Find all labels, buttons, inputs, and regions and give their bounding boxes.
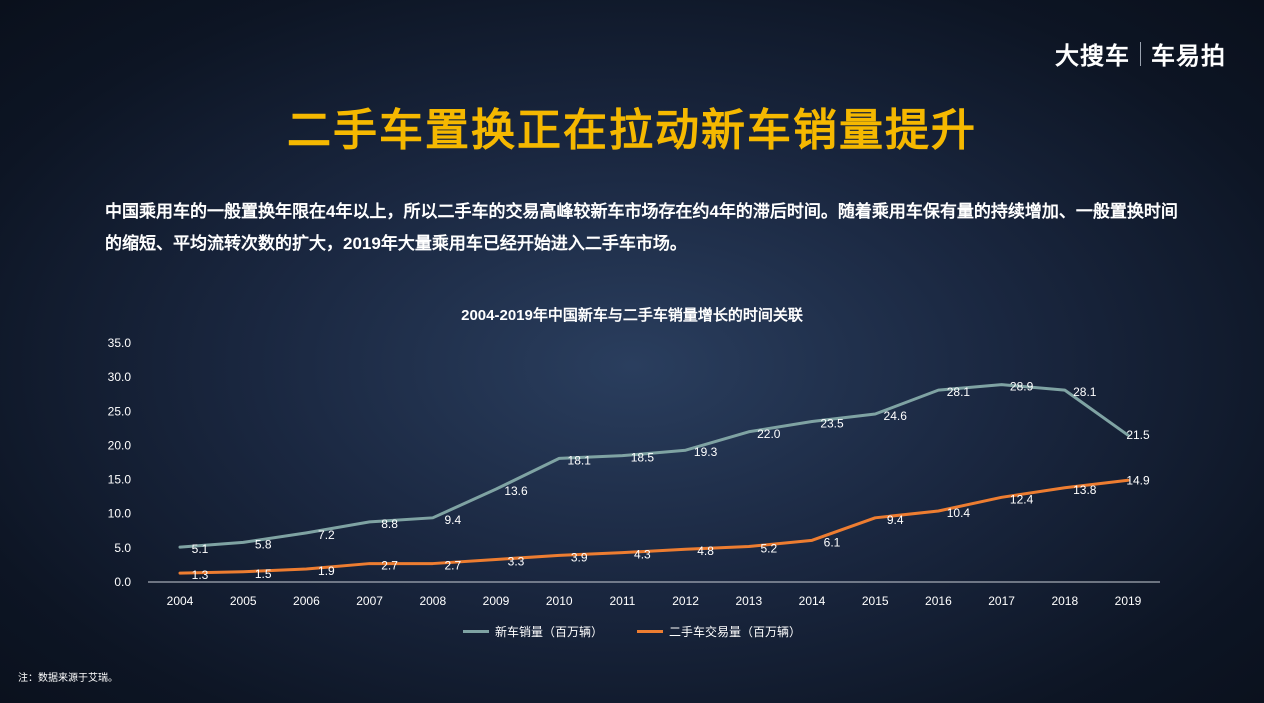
x-tick-label: 2014 — [799, 594, 826, 608]
x-tick-label: 2013 — [735, 594, 762, 608]
x-tick-label: 2012 — [672, 594, 699, 608]
x-tick-label: 2018 — [1051, 594, 1078, 608]
brand-logo: 大搜车 车易拍 — [1055, 36, 1226, 71]
data-label-new-car: 5.8 — [255, 537, 272, 551]
legend-label-used-car: 二手车交易量（百万辆） — [669, 625, 802, 639]
data-label-new-car: 19.3 — [694, 445, 718, 459]
description-text: 中国乘用车的一般置换年限在4年以上，所以二手车的交易高峰较新车市场存在约4年的滞… — [105, 202, 1178, 253]
y-tick-label: 0.0 — [114, 575, 131, 589]
x-tick-label: 2008 — [419, 594, 446, 608]
data-label-new-car: 22.0 — [757, 427, 781, 441]
y-tick-label: 35.0 — [108, 336, 132, 350]
chart-title: 2004-2019年中国新车与二手车销量增长的时间关联 — [461, 307, 803, 324]
data-label-new-car: 13.6 — [504, 484, 528, 498]
data-label-new-car: 18.1 — [568, 453, 592, 467]
legend-swatch-new-car — [462, 630, 489, 633]
x-tick-label: 2006 — [293, 594, 320, 608]
x-tick-label: 2019 — [1115, 594, 1142, 608]
y-tick-label: 20.0 — [108, 438, 132, 452]
data-label-new-car: 5.1 — [192, 542, 209, 556]
data-label-used-car: 3.9 — [571, 550, 588, 564]
line-chart: 0.0 5.0 10.0 15.0 20.0 25.0 30.0 35.0 2004 2005 20… — [108, 336, 1160, 608]
data-label-used-car: 10.4 — [947, 506, 971, 520]
data-label-new-car: 28.1 — [1073, 385, 1097, 399]
data-label-used-car: 1.9 — [318, 564, 335, 578]
x-tick-label: 2005 — [230, 594, 257, 608]
data-label-used-car: 12.4 — [1010, 492, 1034, 506]
data-label-used-car: 4.3 — [634, 548, 651, 562]
legend-item-used-car: 二手车交易量（百万辆） — [637, 623, 801, 640]
data-label-new-car: 8.8 — [381, 517, 398, 531]
data-label-used-car: 3.3 — [508, 554, 525, 568]
x-tick-label: 2004 — [167, 594, 194, 608]
y-tick-label: 10.0 — [108, 507, 132, 521]
x-tick-label: 2016 — [925, 594, 952, 608]
logo-brand-2: 车易拍 — [1151, 43, 1226, 70]
y-tick-label: 30.0 — [108, 370, 132, 384]
data-label-used-car: 13.8 — [1073, 483, 1097, 497]
chart-legend: 新车销量（百万辆） 二手车交易量（百万辆） — [0, 623, 1264, 640]
data-label-new-car: 24.6 — [884, 409, 908, 423]
y-tick-label: 15.0 — [108, 473, 132, 487]
data-label-new-car: 23.5 — [820, 417, 844, 431]
x-tick-label: 2009 — [483, 594, 510, 608]
data-label-used-car: 6.1 — [824, 535, 841, 549]
data-label-used-car: 1.5 — [255, 567, 272, 581]
source-note: 注：数据来源于艾瑞。 — [18, 673, 118, 684]
data-label-new-car: 28.1 — [947, 385, 971, 399]
data-label-used-car: 2.7 — [444, 559, 461, 573]
data-label-used-car: 14.9 — [1126, 473, 1150, 487]
legend-item-new-car: 新车销量（百万辆） — [462, 623, 603, 640]
data-label-used-car: 1.3 — [192, 568, 209, 582]
legend-label-new-car: 新车销量（百万辆） — [494, 625, 603, 639]
legend-swatch-used-car — [637, 630, 663, 633]
y-tick-label: 25.0 — [108, 404, 132, 418]
data-label-used-car: 4.8 — [697, 544, 714, 558]
x-tick-label: 2015 — [862, 594, 889, 608]
y-tick-label: 5.0 — [114, 541, 131, 555]
logo-brand-1: 大搜车 — [1055, 43, 1130, 70]
x-tick-label: 2017 — [988, 594, 1015, 608]
data-label-new-car: 28.9 — [1010, 380, 1034, 394]
series-line-used-car — [178, 478, 1130, 575]
data-label-new-car: 21.5 — [1126, 428, 1150, 442]
data-label-used-car: 9.4 — [887, 513, 904, 527]
x-tick-label: 2010 — [546, 594, 573, 608]
logo-divider — [1140, 41, 1141, 66]
data-label-new-car: 7.2 — [318, 528, 335, 542]
data-label-new-car: 18.5 — [631, 451, 655, 465]
series-line-new-car — [178, 383, 1130, 549]
data-label-used-car: 2.7 — [381, 559, 398, 573]
x-tick-label: 2011 — [609, 594, 635, 608]
page-title: 二手车置换正在拉动新车销量提升 — [287, 106, 977, 155]
data-label-used-car: 5.2 — [760, 541, 777, 555]
data-label-new-car: 9.4 — [444, 513, 461, 527]
x-tick-label: 2007 — [356, 594, 383, 608]
